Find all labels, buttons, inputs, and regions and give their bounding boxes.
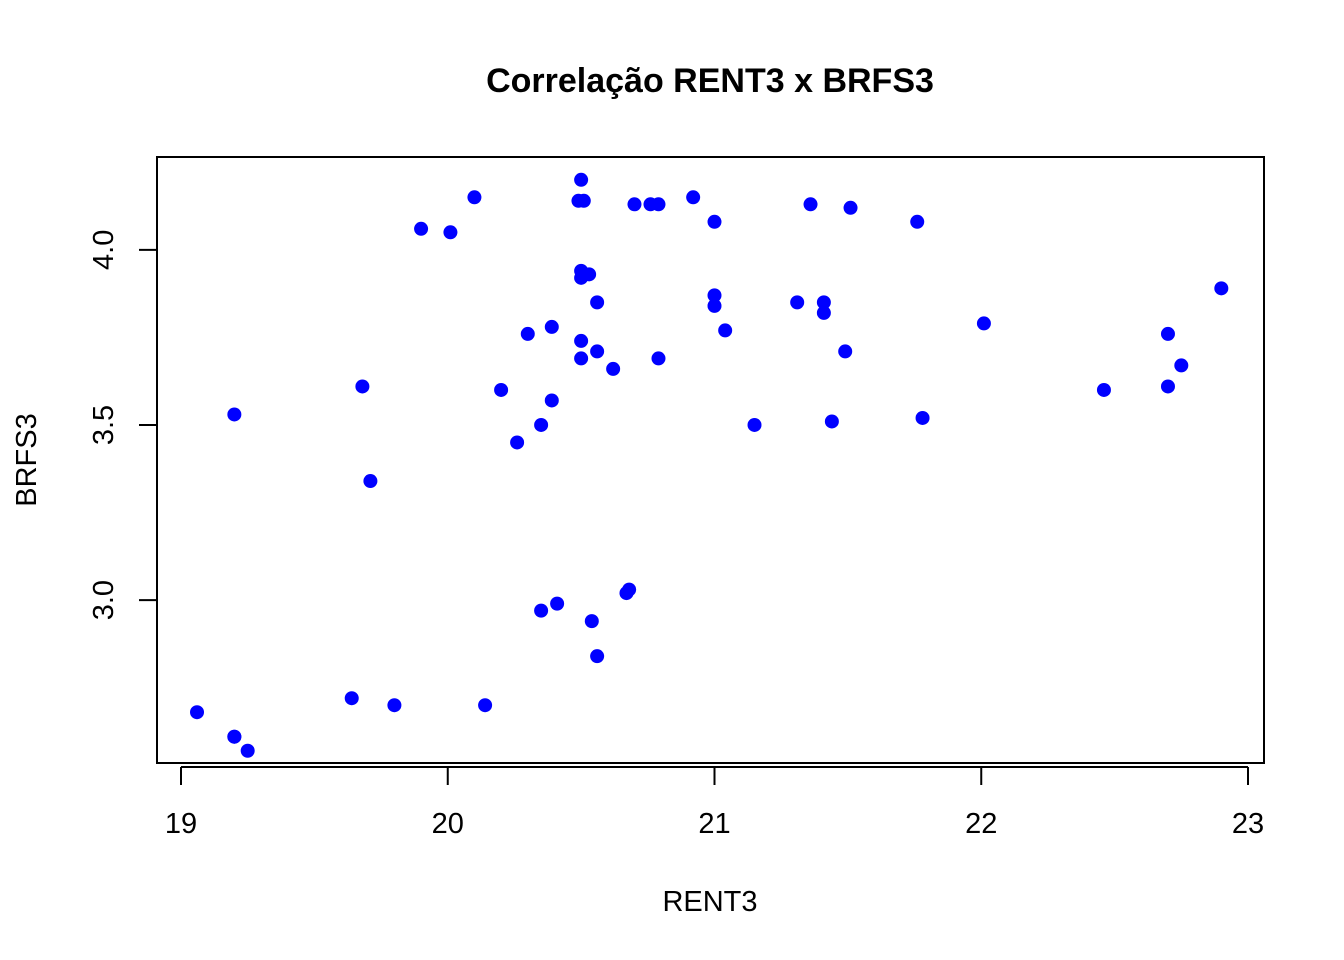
data-point [1096,382,1111,397]
data-point [544,393,559,408]
data-point [816,295,831,310]
data-point [387,698,402,713]
data-point [240,743,255,758]
data-point [590,344,605,359]
y-tick-label: 3.5 [88,405,120,445]
data-point [520,326,535,341]
data-point [843,200,858,215]
x-tick-label: 20 [432,808,464,840]
data-point [576,193,591,208]
x-tick-label: 22 [965,808,997,840]
data-point [824,414,839,429]
data-points [190,172,1229,758]
data-point [622,582,637,597]
data-point [227,729,242,744]
data-point [651,351,666,366]
data-point [707,288,722,303]
data-point [707,214,722,229]
data-point [606,361,621,376]
data-point [1214,281,1229,296]
data-point [344,691,359,706]
data-point [590,649,605,664]
data-point [718,323,733,338]
data-point [747,417,762,432]
data-point [707,298,722,313]
data-point [574,172,589,187]
x-tick-label: 19 [165,808,197,840]
data-point [355,379,370,394]
plot-frame [156,156,1265,764]
data-point [686,190,701,205]
data-point [1160,326,1175,341]
data-point [1160,379,1175,394]
data-point [443,225,458,240]
chart-title: Correlação RENT3 x BRFS3 [486,62,934,100]
data-point [544,319,559,334]
data-point [838,344,853,359]
data-point [574,351,589,366]
data-point [510,435,525,450]
data-point [227,407,242,422]
data-point [190,705,205,720]
data-point [915,410,930,425]
data-point [414,221,429,236]
y-tick-label: 3.0 [88,580,120,620]
x-axis: 19 20 21 22 23 [165,766,1264,840]
data-point [1174,358,1189,373]
data-point [494,382,509,397]
data-point [790,295,805,310]
data-point [550,596,565,611]
y-axis: 3.0 3.5 4.0 [88,230,158,620]
data-point [534,603,549,618]
data-point [363,474,378,489]
y-axis-label: BRFS3 [11,413,43,506]
x-tick-label: 21 [698,808,730,840]
data-point [584,614,599,629]
data-point [478,698,493,713]
data-point [803,197,818,212]
x-tick-label: 23 [1232,808,1264,840]
y-tick-label: 4.0 [88,230,120,270]
data-point [651,197,666,212]
data-point [910,214,925,229]
data-point [976,316,991,331]
data-point [467,190,482,205]
data-point [534,417,549,432]
data-point [590,295,605,310]
data-point [574,333,589,348]
data-point [816,305,831,320]
data-point [582,267,597,282]
data-point [627,197,642,212]
x-axis-label: RENT3 [662,886,757,918]
